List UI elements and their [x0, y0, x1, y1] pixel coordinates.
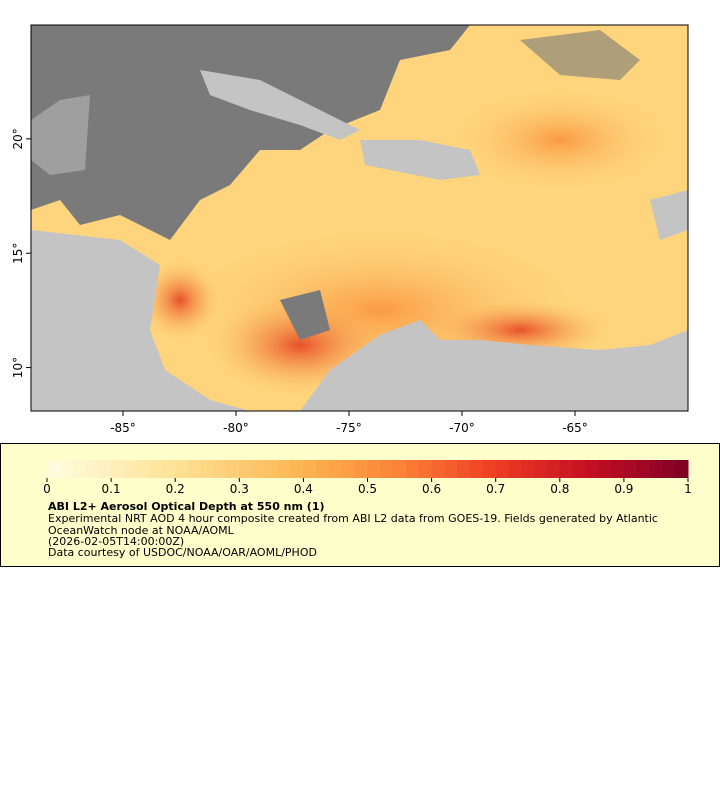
colorbar-swatch — [72, 460, 86, 478]
land — [300, 320, 688, 411]
land — [200, 70, 360, 140]
legend-title: ABI L2+ Aerosol Optical Depth at 550 nm … — [48, 500, 325, 513]
colorbar-tick-label: 0.8 — [550, 482, 569, 496]
colorbar-swatch — [636, 460, 651, 478]
x-tick-label: -65° — [562, 421, 588, 435]
y-tick-label: 20° — [11, 128, 25, 149]
colorbar-swatch — [47, 460, 61, 478]
colorbar-swatch — [546, 460, 561, 478]
colorbar-swatch — [303, 460, 317, 478]
colorbar-swatch — [213, 460, 227, 478]
colorbar-swatch — [149, 460, 163, 478]
no-data — [31, 25, 470, 240]
land — [31, 230, 250, 411]
colorbar-swatch — [111, 460, 125, 478]
colorbar-swatch — [444, 460, 458, 478]
colorbar-tick-label: 0.6 — [422, 482, 441, 496]
colorbar-swatch — [380, 460, 394, 478]
colorbar-swatch — [136, 460, 151, 478]
colorbar-swatch — [252, 460, 266, 478]
colorbar-swatch — [534, 460, 548, 478]
colorbar-swatch — [175, 460, 189, 478]
x-tick-label: -70° — [449, 421, 475, 435]
colorbar: 0 0.1 0.2 0.3 0.4 0.5 0.6 0.7 0.8 0.9 1 — [43, 460, 692, 496]
colorbar-swatch — [162, 460, 176, 478]
colorbar-swatch — [200, 460, 215, 478]
land — [650, 190, 688, 240]
colorbar-swatch — [508, 460, 522, 478]
colorbar-swatch — [264, 460, 279, 478]
colorbar-swatch — [611, 460, 625, 478]
colorbar-tick-label: 0.3 — [230, 482, 249, 496]
colorbar-swatch — [239, 460, 253, 478]
colorbar-swatch — [572, 460, 586, 478]
colorbar-swatch — [495, 460, 510, 478]
colorbar-swatch — [675, 460, 689, 478]
colorbar-swatch — [470, 460, 484, 478]
x-tick-label: -75° — [336, 421, 362, 435]
colorbar-swatch — [98, 460, 112, 478]
colorbar-swatch — [277, 460, 292, 478]
colorbar-swatch — [329, 460, 343, 478]
colorbar-swatch — [290, 460, 304, 478]
colorbar-swatch — [482, 460, 497, 478]
colorbar-tick-label: 0.1 — [102, 482, 121, 496]
colorbar-swatch — [418, 460, 433, 478]
colorbar-tick-label: 0.4 — [294, 482, 313, 496]
x-tick-label: -85° — [110, 421, 136, 435]
colorbar-swatch — [559, 460, 574, 478]
colorbar-swatch — [341, 460, 356, 478]
map-frame — [30, 24, 689, 412]
land — [31, 95, 90, 175]
colorbar-swatch — [226, 460, 240, 478]
map-image — [31, 25, 688, 411]
colorbar-swatch — [623, 460, 638, 478]
aod-patch — [450, 90, 670, 190]
colorbar-swatch — [431, 460, 445, 478]
colorbar-swatch — [367, 460, 381, 478]
colorbar-tick-label: 0.7 — [486, 482, 505, 496]
land — [360, 140, 480, 180]
legend-line: (2026-02-05T14:00:00Z) — [48, 535, 184, 548]
colorbar-swatch — [188, 460, 202, 478]
aod-patch — [140, 260, 220, 340]
y-tick-label: 10° — [11, 357, 25, 378]
colorbar-swatch — [405, 460, 420, 478]
colorbar-swatch — [123, 460, 138, 478]
colorbar-swatch — [59, 460, 74, 478]
colorbar-tick-label: 0.9 — [614, 482, 633, 496]
colorbar-swatch — [393, 460, 407, 478]
y-tick-label: 15° — [11, 243, 25, 264]
colorbar-swatch — [521, 460, 535, 478]
colorbar-swatch — [316, 460, 330, 478]
colorbar-swatch — [585, 460, 599, 478]
axes: -85° -80° -75° -70° -65° 10° 15° 20° — [11, 128, 588, 435]
colorbar-swatch — [354, 460, 368, 478]
colorbar-swatch — [85, 460, 99, 478]
colorbar-swatch — [457, 460, 471, 478]
colorbar-tick-label: 0.2 — [166, 482, 185, 496]
no-data — [520, 30, 640, 80]
colorbar-tick-label: 1 — [684, 482, 692, 496]
colorbar-tick-label: 0 — [43, 482, 51, 496]
colorbar-tick-label: 0.5 — [358, 482, 377, 496]
colorbar-swatch — [662, 460, 676, 478]
legend-line: Experimental NRT AOD 4 hour composite cr… — [48, 512, 658, 525]
legend-line: OceanWatch node at NOAA/AOML — [48, 524, 235, 537]
x-tick-label: -80° — [223, 421, 249, 435]
no-data — [280, 290, 330, 340]
colorbar-swatch — [649, 460, 663, 478]
colorbar-swatch — [598, 460, 612, 478]
legend-line: Data courtesy of USDOC/NOAA/OAR/AOML/PHO… — [48, 546, 317, 559]
